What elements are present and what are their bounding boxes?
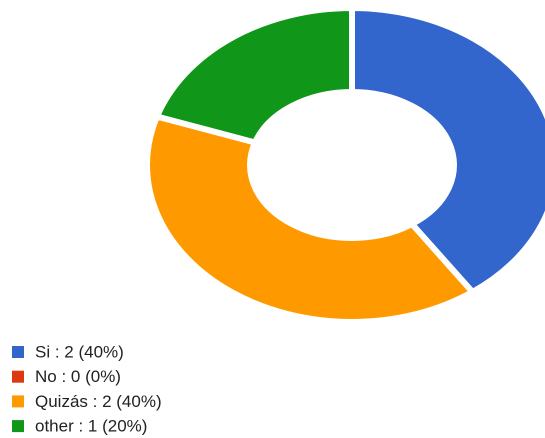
legend-label: Si : 2 (40%) xyxy=(35,342,124,361)
legend-label: No : 0 (0%) xyxy=(35,367,121,386)
legend-label: Quizás : 2 (40%) xyxy=(35,392,162,411)
legend-swatch xyxy=(12,346,24,358)
legend-swatch xyxy=(12,395,24,408)
legend-swatch xyxy=(12,420,24,433)
legend-swatch xyxy=(12,370,24,383)
donut-slice xyxy=(152,4,355,146)
legend-label: other : 1 (20%) xyxy=(35,417,147,436)
donut-slice xyxy=(144,112,478,326)
donut-slice xyxy=(349,4,545,296)
